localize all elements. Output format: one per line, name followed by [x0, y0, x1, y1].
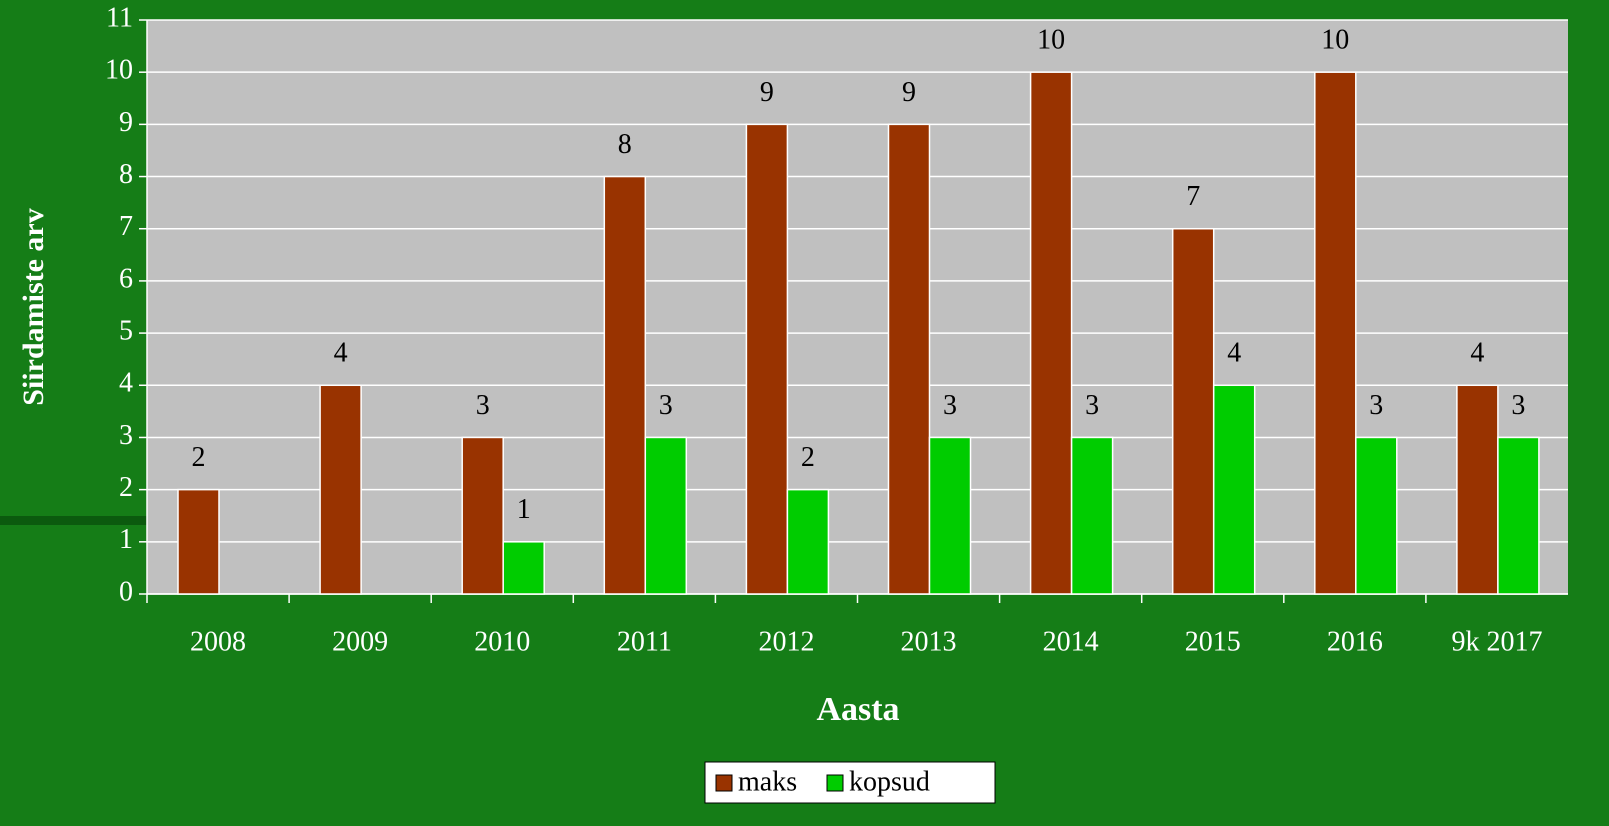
bar	[644, 436, 688, 595]
data-label: 3	[476, 390, 490, 421]
y-tick-label: 6	[119, 263, 133, 294]
data-label: 3	[943, 390, 957, 421]
data-label: 2	[801, 442, 815, 473]
legend-label: maks	[738, 766, 797, 797]
data-label: 8	[618, 129, 632, 160]
bar	[1212, 384, 1256, 595]
x-tick-label: 2015	[1185, 626, 1241, 657]
bar	[887, 123, 931, 595]
y-axis-title: Siirdamiste arv	[17, 208, 50, 405]
bar	[177, 488, 220, 595]
y-tick-label: 11	[106, 2, 133, 33]
legend	[704, 761, 996, 804]
data-label: 4	[334, 338, 348, 369]
x-tick-label: 2010	[474, 626, 530, 657]
data-label: 10	[1037, 25, 1065, 56]
bar	[1070, 436, 1114, 595]
y-tick-label: 0	[119, 576, 133, 607]
legend-swatch	[715, 774, 733, 792]
x-tick-label: 2009	[332, 626, 388, 657]
data-label: 1	[517, 494, 531, 525]
y-tick-label: 2	[119, 472, 133, 503]
bar	[1456, 384, 1499, 595]
bar	[1497, 436, 1540, 595]
y-tick-label: 10	[105, 55, 133, 86]
bar	[502, 541, 545, 595]
legend-label: kopsud	[849, 766, 930, 797]
data-label: 3	[659, 390, 673, 421]
data-label: 3	[1369, 390, 1383, 421]
bar	[745, 123, 789, 595]
bar	[1171, 227, 1215, 595]
bar	[461, 436, 504, 595]
data-label: 3	[1511, 390, 1525, 421]
y-tick-label: 8	[119, 159, 133, 190]
bar	[603, 175, 647, 595]
y-tick-label: 7	[119, 211, 133, 242]
x-tick-label: 2011	[617, 626, 672, 657]
data-label: 9	[902, 77, 916, 108]
x-tick-label: 2008	[190, 626, 246, 657]
data-label: 4	[1470, 338, 1484, 369]
bar	[786, 488, 830, 595]
x-tick-label: 2013	[901, 626, 957, 657]
y-tick-label: 1	[119, 524, 133, 555]
x-tick-label: 2014	[1043, 626, 1099, 657]
bar	[1029, 71, 1073, 595]
y-tick-label: 9	[119, 107, 133, 138]
data-label: 7	[1186, 181, 1200, 212]
legend-swatch	[826, 774, 844, 792]
bar	[1355, 436, 1398, 595]
decor-stripe	[0, 516, 147, 525]
bar	[319, 384, 362, 595]
bar	[1314, 71, 1357, 595]
data-label: 2	[192, 442, 206, 473]
data-label: 3	[1085, 390, 1099, 421]
x-tick-label: 2016	[1327, 626, 1383, 657]
y-tick-label: 4	[119, 368, 133, 399]
y-tick-label: 5	[119, 316, 133, 347]
bar	[928, 436, 972, 595]
x-tick-label: 9k 2017	[1451, 626, 1542, 657]
data-label: 10	[1321, 25, 1349, 56]
x-tick-label: 2012	[758, 626, 814, 657]
x-axis-title: Aasta	[816, 691, 899, 728]
data-label: 9	[760, 77, 774, 108]
y-tick-label: 3	[119, 420, 133, 451]
data-label: 4	[1227, 338, 1241, 369]
